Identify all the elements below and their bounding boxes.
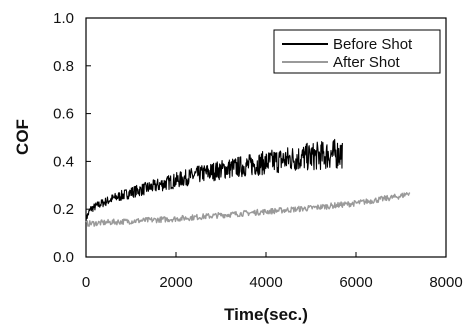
x-tick-label: 0 (82, 274, 90, 291)
y-tick-label: 0.0 (53, 249, 74, 266)
x-axis-title: Time(sec.) (224, 305, 308, 324)
y-tick-label: 1.0 (53, 10, 74, 27)
series-layer (85, 138, 411, 227)
y-tick-label: 0.4 (53, 153, 74, 170)
x-tick-label: 4000 (249, 274, 282, 291)
y-axis: 0.0 0.2 0.4 0.6 0.8 1.0 (53, 10, 91, 266)
y-axis-title: COF (13, 119, 32, 155)
legend-box (273, 29, 441, 74)
x-tick-label: 2000 (159, 274, 192, 291)
series-line-before-shot (85, 138, 343, 223)
y-tick-label: 0.2 (53, 201, 74, 218)
x-tick-label: 8000 (429, 274, 462, 291)
x-tick-label: 6000 (339, 274, 372, 291)
y-tick-label: 0.8 (53, 58, 74, 75)
x-axis: 0 2000 4000 6000 8000 (82, 252, 463, 291)
legend-label-after-shot: After Shot (333, 54, 401, 71)
legend: Before Shot After Shot (273, 29, 441, 74)
series-line-after-shot (85, 192, 411, 227)
legend-label-before-shot: Before Shot (333, 36, 413, 53)
y-tick-label: 0.6 (53, 106, 74, 123)
